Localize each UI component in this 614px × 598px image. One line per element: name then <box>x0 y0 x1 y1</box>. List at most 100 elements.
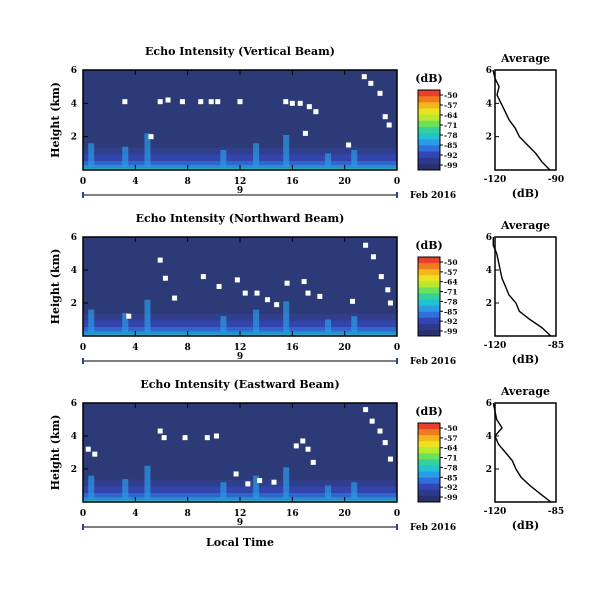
echo-band <box>83 492 397 498</box>
data-gap <box>242 290 248 296</box>
echo-plume <box>144 133 151 167</box>
colorbar-segment <box>418 323 440 331</box>
x-tick-label: 4 <box>132 509 138 519</box>
colorbar-tick-label: -64 <box>444 278 458 287</box>
echo-plume <box>88 309 95 333</box>
panel-1 <box>82 69 557 198</box>
data-gap <box>179 99 185 105</box>
colorbar-tick-label: -71 <box>444 288 458 297</box>
data-gap <box>305 446 311 452</box>
colorbar-segment <box>418 305 440 313</box>
echo-plume <box>122 146 129 167</box>
x-tick-label: 20 <box>338 509 351 519</box>
colorbar-segment <box>418 133 440 140</box>
average-y-tick-label: 4 <box>486 266 492 276</box>
colorbar-tick-label: -99 <box>444 493 458 502</box>
average-profile-line <box>492 237 552 337</box>
data-gap <box>200 274 206 280</box>
data-gap <box>245 481 251 487</box>
x-tick-label: 16 <box>286 343 299 353</box>
y-tick-label: 2 <box>71 299 77 309</box>
echo-plume <box>325 153 332 167</box>
data-gap <box>92 451 98 457</box>
echo-plume <box>220 316 227 333</box>
echo-band <box>83 313 397 321</box>
data-gap <box>162 275 168 281</box>
data-gap <box>317 293 323 299</box>
colorbar-segment <box>418 275 440 282</box>
data-gap <box>283 99 289 105</box>
colorbar-segment <box>418 429 440 436</box>
data-gap <box>198 99 204 105</box>
colorbar-frame <box>417 256 441 337</box>
average-profile-line <box>492 402 552 503</box>
average-y-tick-label: 6 <box>486 233 492 243</box>
average-title: Average <box>500 52 550 65</box>
colorbar-segment <box>418 108 440 116</box>
data-gap <box>346 142 352 148</box>
colorbar-frame <box>417 422 441 503</box>
colorbar-segment <box>418 483 440 491</box>
date-label: Feb 2016 <box>410 191 456 201</box>
average-y-tick-label: 4 <box>486 432 492 442</box>
data-gap <box>233 471 239 477</box>
echo-plume <box>325 485 332 499</box>
data-gap <box>257 478 263 484</box>
x-axis-label: Local Time <box>206 536 274 549</box>
data-gap <box>284 280 290 286</box>
average-x-label: (dB) <box>512 187 539 200</box>
date-day-label: 9 <box>237 352 243 362</box>
colorbar-segment <box>418 477 440 485</box>
echo-band <box>83 326 397 332</box>
colorbar-segment <box>418 471 440 479</box>
average-frame <box>494 402 557 503</box>
echo-plume <box>253 143 260 167</box>
data-gap <box>300 438 306 444</box>
average-x-tick-label: -85 <box>548 341 564 351</box>
colorbar-tick-label: -99 <box>444 327 458 336</box>
echo-plume <box>351 316 358 333</box>
data-gap <box>85 446 91 452</box>
data-gap <box>363 242 369 248</box>
colorbar-segment <box>418 269 440 276</box>
colorbar-segment <box>418 293 440 301</box>
colorbar-tick-label: -99 <box>444 161 458 170</box>
y-tick-label: 4 <box>71 99 77 109</box>
data-gap <box>122 99 128 105</box>
y-tick-label: 6 <box>71 399 77 409</box>
average-title: Average <box>500 385 550 398</box>
colorbar-tick-label: -71 <box>444 121 458 130</box>
colorbar-segment <box>418 287 440 294</box>
colorbar-segment <box>418 311 440 319</box>
data-gap <box>386 122 392 128</box>
average-x-label: (dB) <box>512 519 539 532</box>
average-x-tick-label: -120 <box>484 507 507 517</box>
average-y-tick-label: 2 <box>486 133 492 143</box>
colorbar-segment <box>418 126 440 134</box>
colorbar-tick-label: -64 <box>444 444 458 453</box>
average-x-tick-label: -85 <box>548 507 564 517</box>
data-gap <box>363 407 369 413</box>
average-profile-line <box>492 69 551 171</box>
colorbar-tick-label: -78 <box>444 297 458 306</box>
data-gap <box>148 134 154 140</box>
echo-plume <box>88 143 95 167</box>
data-gap <box>126 313 132 319</box>
y-tick-label: 6 <box>71 233 77 243</box>
colorbar-segment <box>418 90 440 97</box>
colorbar-unit: (dB) <box>415 72 442 85</box>
y-tick-label: 2 <box>71 465 77 475</box>
colorbar-segment <box>418 299 440 307</box>
colorbar-segment <box>418 145 440 153</box>
data-gap <box>361 74 367 80</box>
colorbar-segment <box>418 459 440 467</box>
data-gap <box>377 90 383 96</box>
echo-plume <box>283 135 290 167</box>
colorbar-tick-label: -57 <box>444 101 458 110</box>
data-gap <box>385 287 391 293</box>
colorbar-tick-label: -85 <box>444 473 458 482</box>
y-axis-label: Height (km) <box>49 82 62 158</box>
date-label: Feb 2016 <box>410 523 456 533</box>
data-gap <box>157 99 163 105</box>
